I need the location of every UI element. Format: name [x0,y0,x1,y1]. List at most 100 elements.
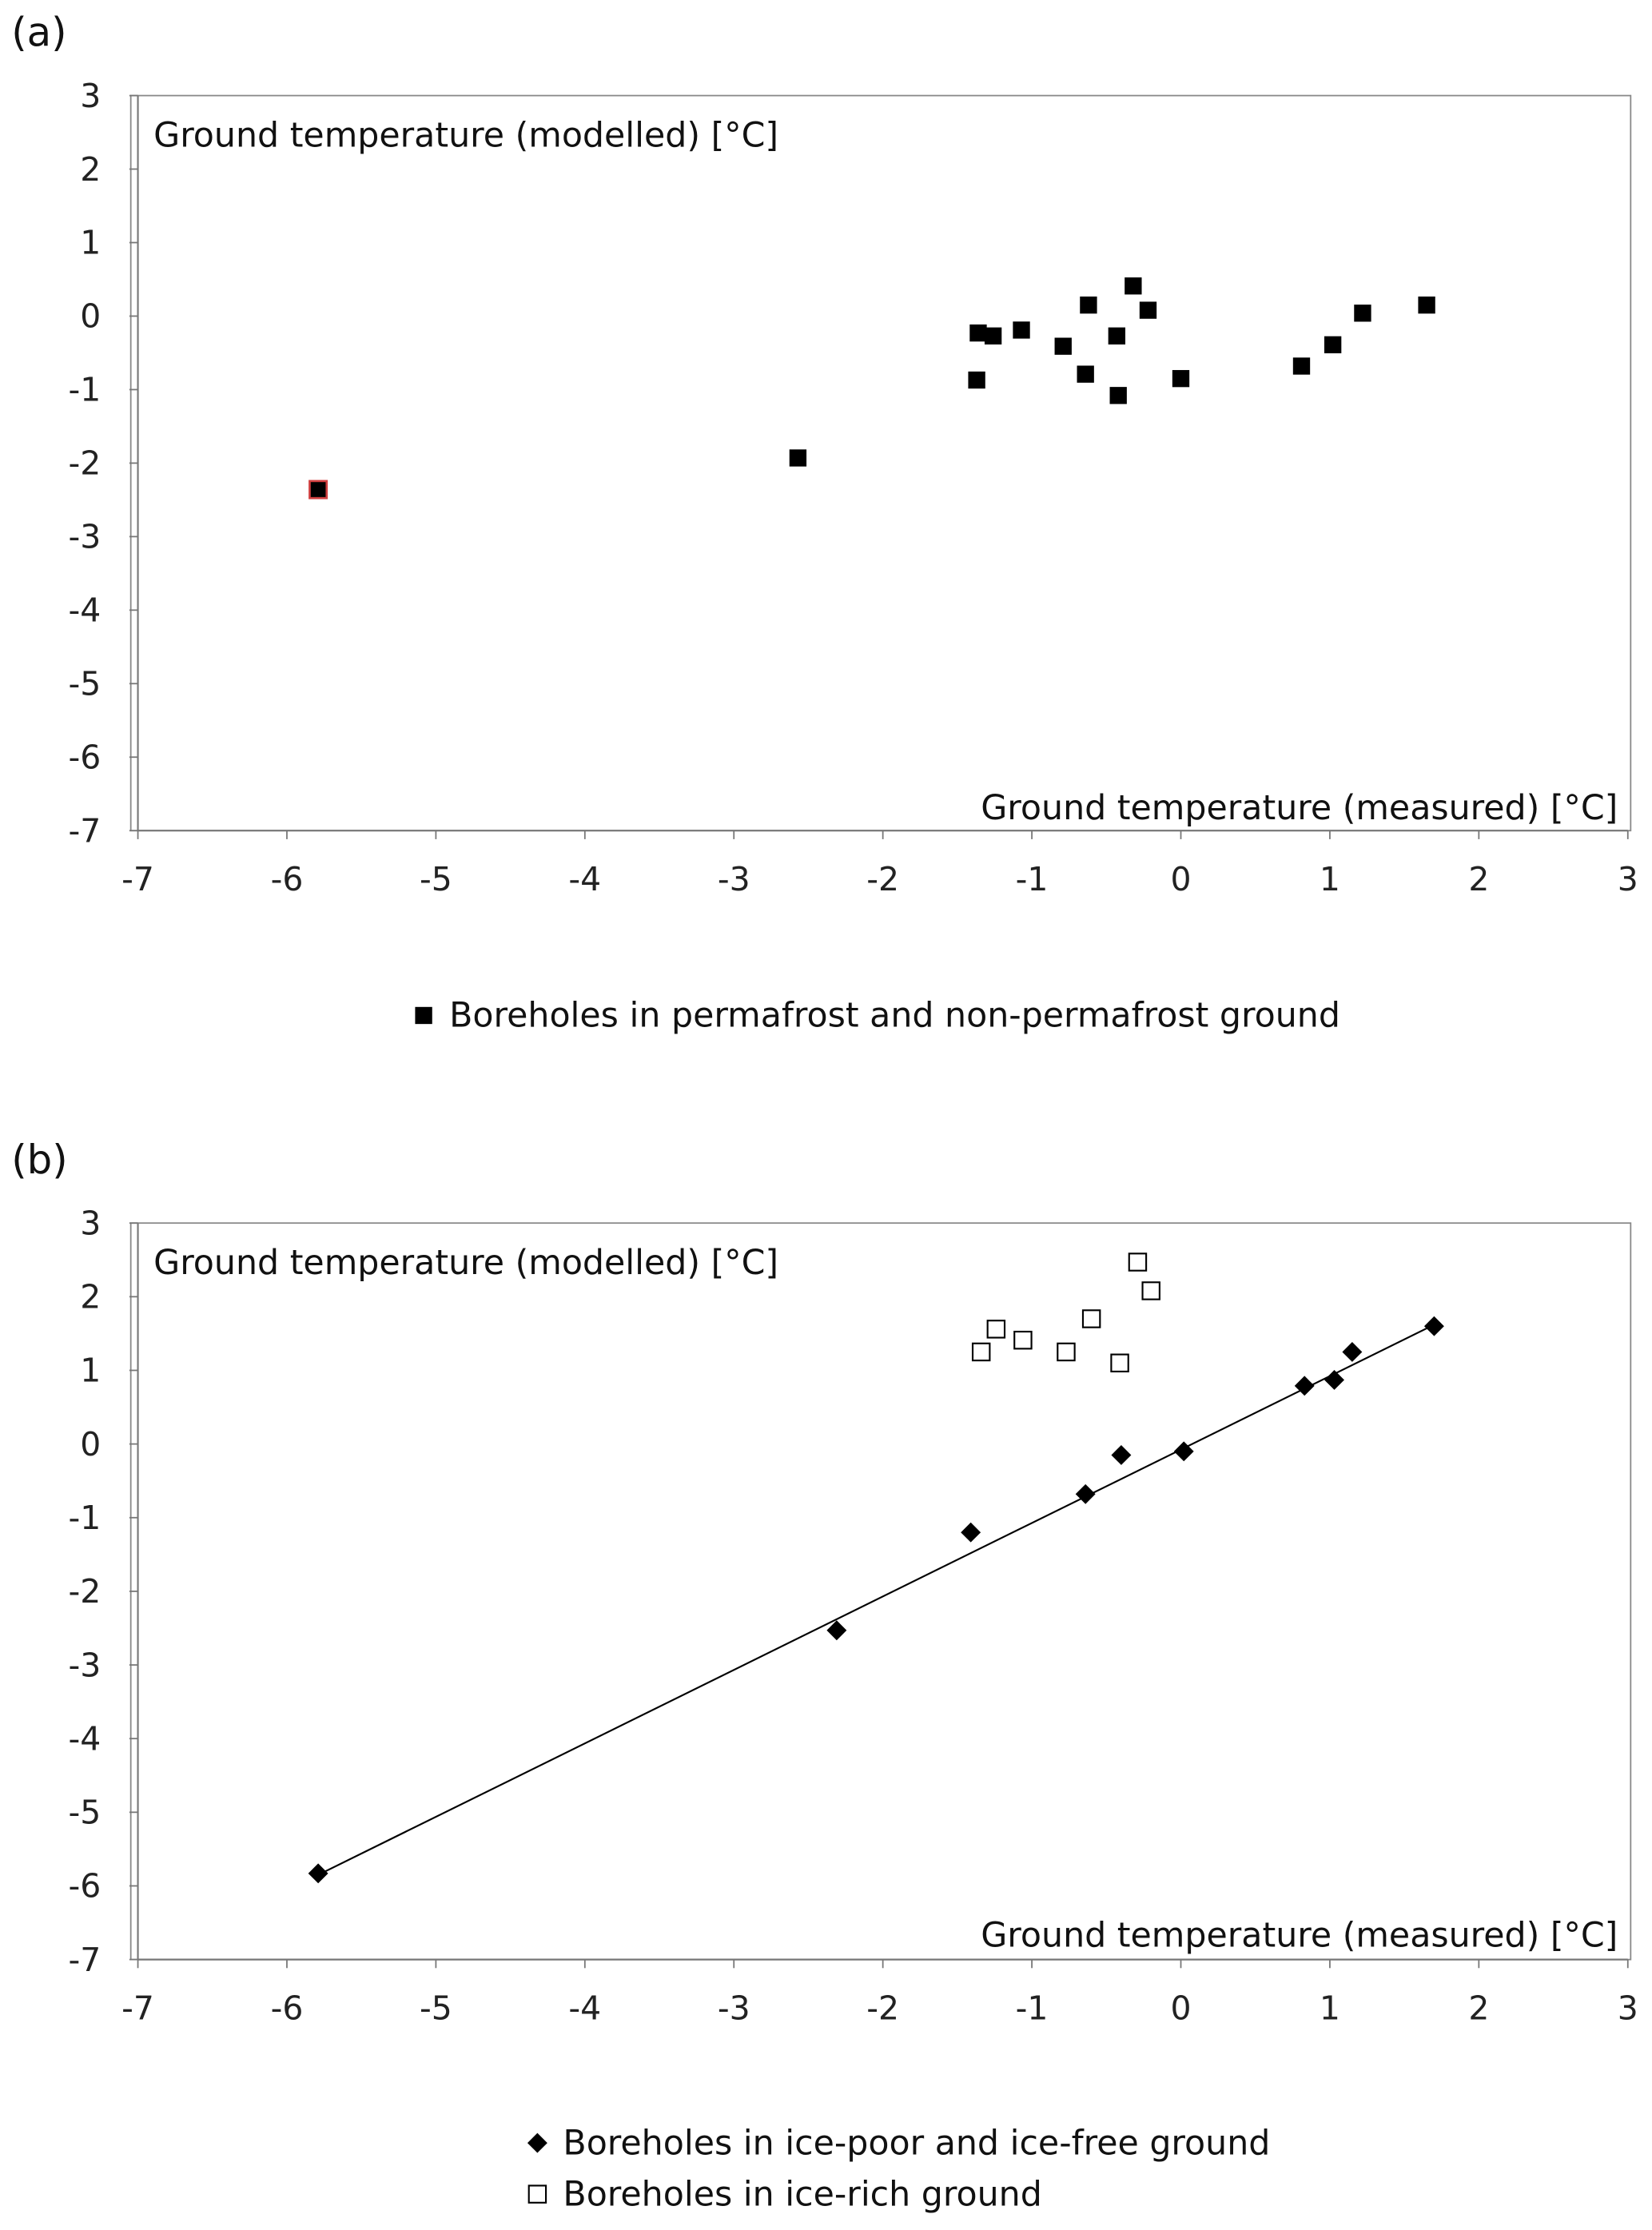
data-point [1324,336,1342,354]
y-tick-label: 3 [80,1204,101,1242]
x-tick-label: 0 [1170,1989,1191,2027]
x-tick-label: 3 [1618,1989,1638,2027]
x-tick-label: -6 [271,1989,304,2027]
x-tick-label: 2 [1468,860,1489,898]
y-tick-label: -5 [69,665,102,703]
x-tick-label: -7 [121,860,154,898]
data-point [1057,1342,1076,1362]
data-point [1080,297,1097,314]
legend-label: Boreholes in permafrost and non-permafro… [449,996,1340,1036]
x-tick-label: -1 [1016,860,1049,898]
x-tick-label: 1 [1320,860,1340,898]
data-point [1423,1316,1444,1336]
x-tick-label: -5 [420,1989,452,2027]
x-tick-label: -5 [420,860,452,898]
plot-frame [129,1222,1632,1961]
legend-entry: Boreholes in permafrost and non-permafro… [415,996,1340,1036]
data-point [789,449,807,467]
data-point [1108,327,1126,344]
data-point [308,1863,328,1884]
data-point [969,324,987,342]
x-tick-label: 1 [1320,1989,1340,2027]
data-point [984,327,1002,344]
x-tick-label: -4 [568,860,601,898]
data-point [1354,305,1371,322]
y-tick-label: -4 [69,591,102,630]
y-tick-label: -7 [69,811,102,850]
data-point [1292,357,1311,375]
y-tick-label: -1 [69,1499,102,1537]
x-tick-label: 3 [1618,860,1638,898]
y-tick-label: 3 [80,77,101,115]
y-tick-label: -2 [69,1572,102,1611]
y-tick-label: -4 [69,1719,102,1758]
x-tick-label: -3 [718,860,750,898]
x-tick-label: -4 [568,1989,601,2027]
y-tick-label: -6 [69,1867,102,1905]
x-tick-label: -3 [718,1989,750,2027]
data-point [1075,1483,1096,1504]
data-point [1081,1309,1101,1328]
y-tick-label: 0 [80,1425,101,1463]
y-tick-label: -3 [69,1646,102,1684]
x-tick-label: -2 [866,1989,899,2027]
data-point [1125,277,1142,295]
trend-line [317,1324,1435,1876]
data-point [1139,301,1157,319]
y-tick-label: -2 [69,444,102,483]
data-point [1013,1330,1033,1350]
x-tick-label: -6 [271,860,304,898]
x-axis-label: Ground temperature (measured) [°C] [981,788,1618,828]
x-tick-label: -2 [866,860,899,898]
data-point [1109,387,1127,404]
data-point [1128,1252,1148,1272]
y-tick-label: 1 [80,1352,101,1390]
data-point [527,2184,547,2204]
data-point [527,2132,547,2153]
y-axis-label: Ground temperature (modelled) [°C] [153,116,778,156]
data-point [309,480,328,500]
data-point [1054,337,1072,355]
data-point [1141,1281,1160,1300]
y-tick-label: -1 [69,371,102,409]
legend-entry: Boreholes in ice-poor and ice-free groun… [527,2123,1270,2163]
y-tick-label: -6 [69,738,102,776]
legend-entry: Boreholes in ice-rich ground [527,2174,1042,2214]
data-point [961,1522,981,1543]
data-point [1294,1376,1315,1396]
x-tick-label: 0 [1170,860,1191,898]
y-tick-label: 1 [80,224,101,262]
data-point [1172,369,1190,388]
x-tick-label: 2 [1468,1989,1489,2027]
plot-frame [129,94,1632,832]
data-point [1342,1341,1363,1362]
series-0 [309,277,1435,500]
data-point [986,1320,1006,1339]
x-tick-label: -7 [121,1989,154,2027]
y-axis-label: Ground temperature (modelled) [°C] [153,1243,778,1283]
panel-label: (b) [11,1137,67,1183]
x-tick-label: -1 [1016,1989,1049,2027]
y-tick-label: 0 [80,297,101,336]
data-point [1418,297,1435,314]
series-1 [971,1252,1160,1373]
data-point [1077,365,1094,383]
y-tick-label: 2 [80,150,101,189]
legend-label: Boreholes in ice-rich ground [563,2174,1041,2214]
y-tick-label: 2 [80,1278,101,1316]
data-point [1110,1353,1129,1373]
data-point [415,1006,432,1025]
data-point [1111,1444,1132,1465]
data-point [971,1342,991,1362]
data-point [1013,321,1030,339]
legend-label: Boreholes in ice-poor and ice-free groun… [563,2123,1270,2163]
y-tick-label: -3 [69,518,102,556]
data-point [968,371,985,389]
data-point [826,1620,847,1641]
y-tick-label: -5 [69,1794,102,1832]
x-axis-label: Ground temperature (measured) [°C] [981,1916,1618,1956]
panel-label: (a) [11,9,66,55]
